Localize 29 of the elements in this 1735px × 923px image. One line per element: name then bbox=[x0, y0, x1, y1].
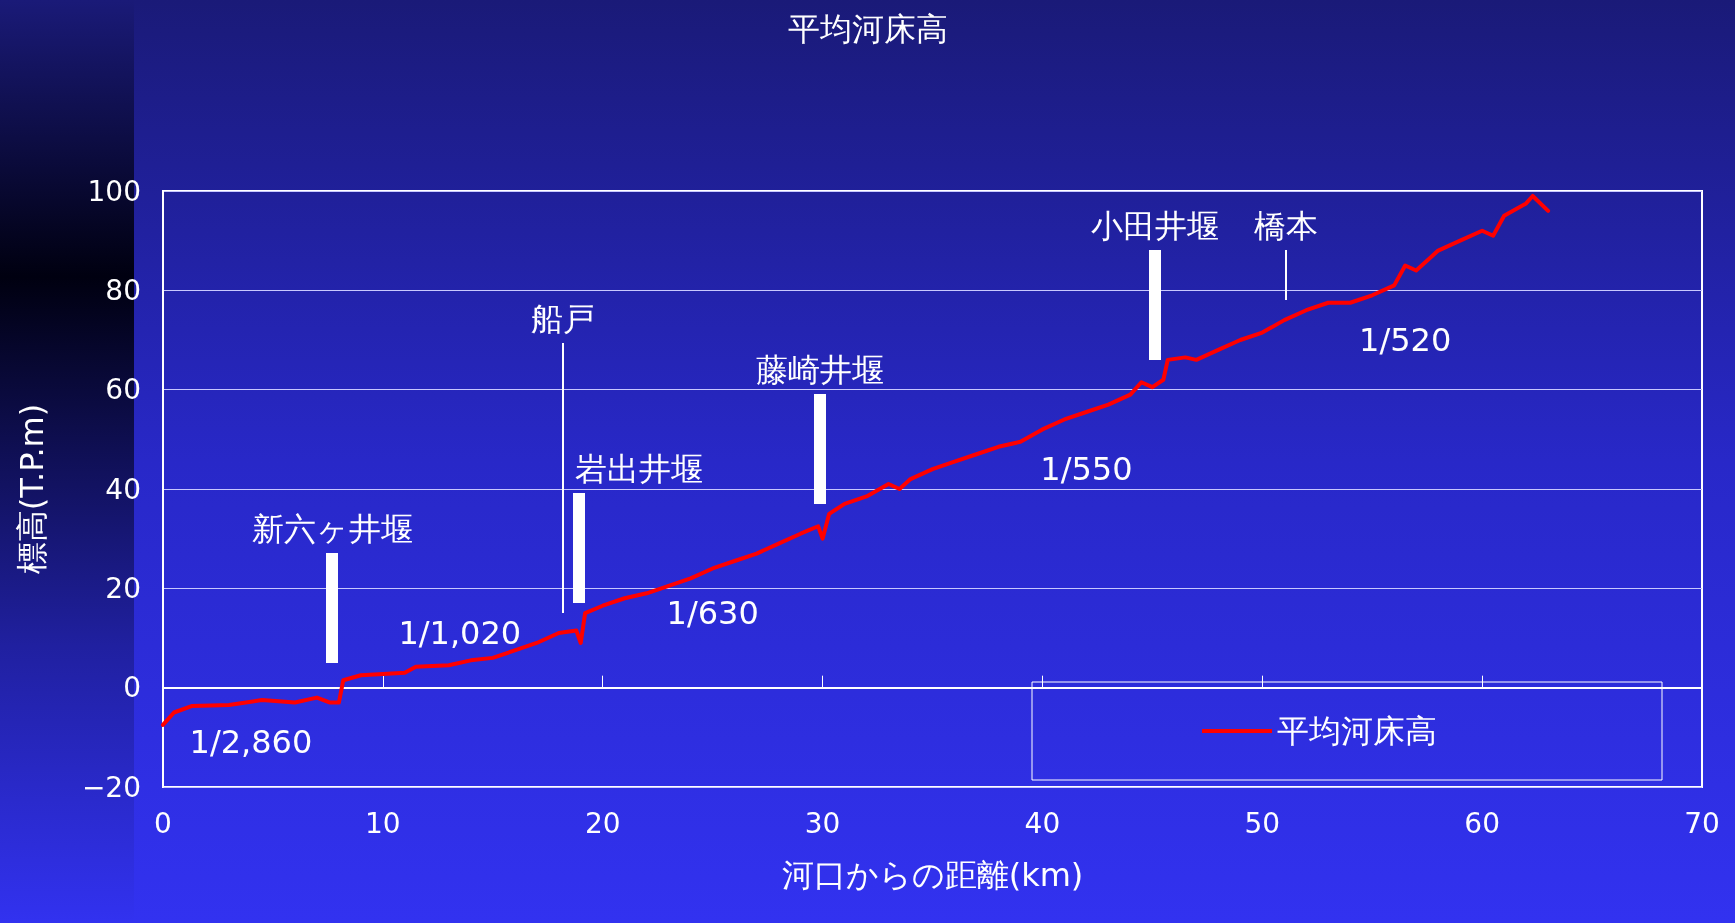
y-tick-label: −20 bbox=[81, 770, 141, 804]
x-tick-label: 50 bbox=[1244, 806, 1281, 840]
annotation: 橋本 bbox=[1254, 207, 1319, 246]
y-tick-label: 20 bbox=[105, 571, 141, 605]
y-tick-label: 60 bbox=[105, 373, 141, 407]
x-tick-label: 20 bbox=[584, 806, 621, 840]
annotation: 小田井堰 bbox=[1090, 206, 1219, 245]
x-tick-label: 30 bbox=[804, 806, 841, 840]
annotation: 1/2,860 bbox=[189, 723, 313, 762]
y-tick-label: 0 bbox=[123, 671, 141, 705]
legend-label: 平均河床高 bbox=[1277, 712, 1437, 750]
annotation: 1/1,020 bbox=[398, 614, 522, 653]
x-tick-label: 40 bbox=[1024, 806, 1061, 840]
annotation: 岩出井堰 bbox=[574, 450, 703, 489]
x-tick-label: 70 bbox=[1684, 806, 1720, 840]
x-tick-label: 60 bbox=[1464, 806, 1500, 840]
chart-title: 平均河床高 bbox=[787, 10, 948, 48]
annotation: 1/550 bbox=[1040, 450, 1133, 489]
annotation: 船戸 bbox=[531, 300, 596, 339]
annotation: 1/630 bbox=[666, 594, 759, 633]
x-tick-label: 0 bbox=[154, 806, 172, 840]
y-axis-title: 標高(T.P.m) bbox=[13, 403, 51, 575]
x-tick-label: 10 bbox=[365, 806, 401, 840]
y-tick-label: 100 bbox=[87, 174, 141, 208]
x-axis-title: 河口からの距離(km) bbox=[781, 856, 1084, 894]
y-tick-label: 40 bbox=[105, 472, 141, 506]
annotation: 1/520 bbox=[1359, 321, 1452, 359]
annotation: 藤崎井堰 bbox=[756, 350, 885, 389]
annotation: 新六ヶ井堰 bbox=[251, 509, 413, 548]
